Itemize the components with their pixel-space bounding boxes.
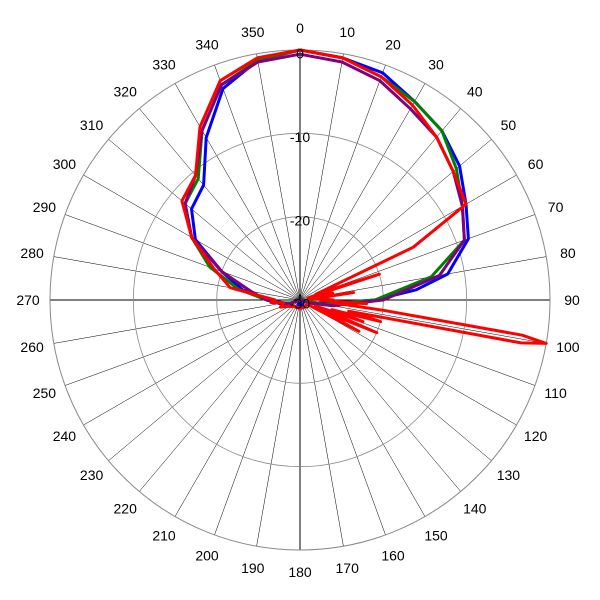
grid-ring--10 xyxy=(132,132,468,468)
angle-label: 310 xyxy=(80,117,104,133)
angle-label: 20 xyxy=(385,36,401,52)
grid-spoke-240 xyxy=(83,299,301,426)
angle-label: 180 xyxy=(288,564,312,580)
series-line-1 xyxy=(190,48,470,310)
ring-label: 0 xyxy=(296,46,304,62)
series-line-4 xyxy=(180,48,548,345)
series-line-3 xyxy=(183,52,466,308)
grid-spoke-10 xyxy=(299,53,344,301)
grid-spoke-20 xyxy=(299,64,386,301)
ring-label: -20 xyxy=(290,212,310,228)
grid-spoke-260 xyxy=(53,299,301,344)
angle-label: 70 xyxy=(548,199,564,215)
angle-label: 150 xyxy=(424,528,448,544)
grid-spoke-130 xyxy=(299,299,492,461)
angle-label: 80 xyxy=(560,245,576,261)
angle-label: 160 xyxy=(381,548,405,564)
angle-label: 0 xyxy=(296,20,304,36)
grid-spoke-310 xyxy=(108,139,301,301)
angle-label: 250 xyxy=(33,385,57,401)
angle-label: 50 xyxy=(501,117,517,133)
angle-label: 90 xyxy=(564,292,580,308)
angle-label: 270 xyxy=(16,292,40,308)
grid-spoke-150 xyxy=(299,299,426,517)
angle-label: 140 xyxy=(463,500,487,516)
grid-spoke-170 xyxy=(299,299,344,547)
ring-labels: -30 -20 -10 0 xyxy=(290,46,310,312)
grid-spoke-140 xyxy=(299,299,461,492)
grid-spoke-230 xyxy=(108,299,301,461)
angle-label: 110 xyxy=(544,385,567,401)
grid-spoke-250 xyxy=(64,299,301,386)
angle-label: 10 xyxy=(339,24,355,40)
grid-spoke-280 xyxy=(53,256,301,301)
grid-spoke-190 xyxy=(256,299,301,547)
ring-label: -10 xyxy=(290,129,310,145)
grid-spoke-60 xyxy=(299,174,517,301)
angle-label: 320 xyxy=(114,84,138,100)
grid-spoke-40 xyxy=(299,108,461,301)
angle-label: 340 xyxy=(195,36,219,52)
grid-spoke-290 xyxy=(64,214,301,301)
angle-label: 190 xyxy=(241,560,265,576)
angle-label: 210 xyxy=(152,528,176,544)
grid-spoke-350 xyxy=(256,53,301,301)
angle-label: 30 xyxy=(428,56,444,72)
angle-label: 260 xyxy=(20,339,44,355)
grid-spoke-320 xyxy=(139,108,301,301)
ring-label: -30 xyxy=(290,296,310,312)
angle-label: 60 xyxy=(528,156,544,172)
angle-label: 290 xyxy=(33,199,57,215)
angle-label: 240 xyxy=(53,428,77,444)
angle-label: 350 xyxy=(241,24,265,40)
angle-label: 230 xyxy=(80,467,104,483)
grid-spoke-340 xyxy=(214,64,301,301)
angle-label: 170 xyxy=(336,560,360,576)
grid-spoke-100 xyxy=(299,299,547,344)
grid-spoke-160 xyxy=(299,299,386,536)
angle-label: 130 xyxy=(497,467,521,483)
grid-spoke-330 xyxy=(174,83,301,301)
angle-label: 300 xyxy=(53,156,77,172)
grid-spoke-220 xyxy=(139,299,301,492)
grid-spoke-210 xyxy=(174,299,301,517)
angle-label: 200 xyxy=(195,548,219,564)
angle-labels: 0 10 20 30 40 50 60 70 80 90 100 110 120 130 140 150 160… xyxy=(16,20,580,580)
angle-label: 220 xyxy=(114,500,138,516)
grid-spoke-30 xyxy=(299,83,426,301)
angle-label: 100 xyxy=(556,339,580,355)
angle-label: 40 xyxy=(467,84,483,100)
grid-spoke-200 xyxy=(214,299,301,536)
angle-label: 120 xyxy=(524,428,548,444)
angle-label: 280 xyxy=(20,245,44,261)
angle-label: 330 xyxy=(152,56,176,72)
series-layer xyxy=(180,48,548,345)
